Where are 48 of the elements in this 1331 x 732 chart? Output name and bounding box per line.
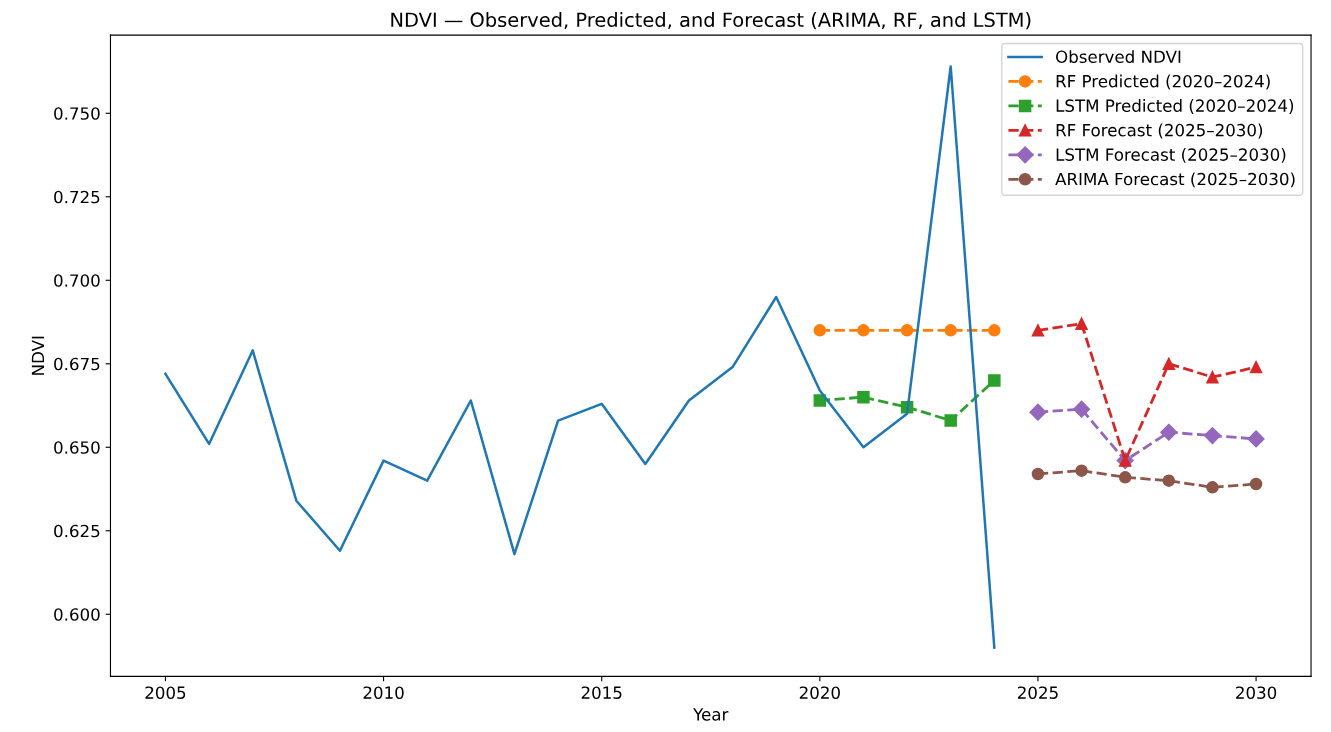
point	[1206, 481, 1219, 494]
point	[900, 324, 914, 337]
point	[944, 414, 957, 427]
x-tick-label: 2010	[363, 686, 404, 699]
x-tick-label: 2005	[145, 686, 186, 699]
y-axis-title: NDVI	[31, 336, 45, 375]
y-tick-label: 0.675	[54, 357, 100, 371]
point	[1249, 360, 1263, 374]
x-tick-label: 2025	[1017, 686, 1058, 699]
x-tick-label: 2030	[1236, 686, 1277, 699]
point	[1073, 400, 1091, 418]
point	[1247, 430, 1265, 448]
x-tick-label: 2015	[581, 686, 622, 699]
chart-title: NDVI — Observed, Predicted, and Forecast (ARIMA, RF, and LSTM)	[391, 12, 1031, 30]
y-tick-label: 0.725	[54, 190, 100, 204]
point	[1162, 357, 1176, 371]
point	[1075, 464, 1088, 477]
legend-label: RF Predicted (2020–2024)	[1056, 74, 1270, 90]
point	[944, 324, 957, 337]
point	[1162, 474, 1176, 487]
point	[1203, 427, 1221, 445]
point	[813, 324, 827, 337]
point	[1206, 370, 1219, 384]
legend-label: Observed NDVI	[1056, 50, 1181, 64]
point	[1031, 324, 1045, 337]
y-tick-label: 0.625	[54, 524, 100, 538]
y-tick-label: 0.700	[54, 274, 100, 287]
point	[1075, 317, 1088, 330]
legend-label: LSTM Predicted (2020–2024)	[1056, 99, 1294, 114]
y-tick-label: 0.750	[54, 107, 100, 120]
y-tick-label: 0.600	[54, 608, 100, 621]
point	[1029, 403, 1047, 421]
legend-label: RF Forecast (2025–2030)	[1056, 123, 1263, 139]
line-series	[164, 65, 996, 649]
legend-label: ARIMA Forecast (2025–2030)	[1055, 172, 1295, 188]
point	[857, 324, 870, 337]
x-axis-title: Year	[693, 708, 729, 721]
point	[857, 390, 870, 404]
point	[988, 374, 1001, 387]
point	[988, 324, 1001, 337]
point	[1249, 477, 1263, 491]
point	[813, 394, 827, 407]
y-tick-label: 0.650	[54, 441, 100, 454]
point	[1118, 471, 1132, 484]
point	[1160, 423, 1178, 441]
x-tick-label: 2020	[799, 686, 840, 699]
legend-label: LSTM Forecast (2025–2030)	[1056, 148, 1286, 163]
point	[1031, 467, 1045, 481]
